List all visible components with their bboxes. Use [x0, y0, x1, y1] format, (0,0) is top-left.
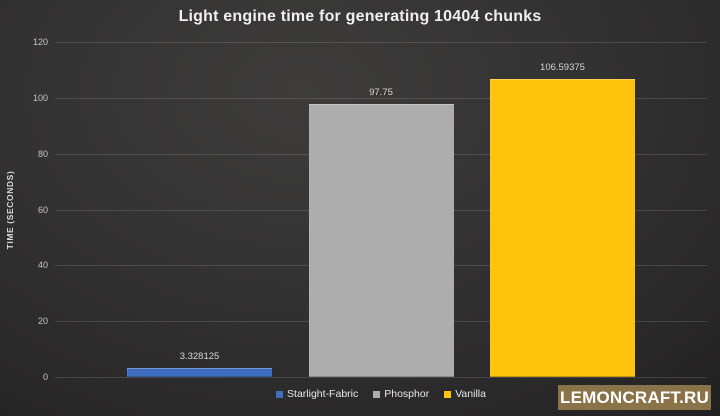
legend-swatch-icon — [276, 390, 284, 398]
legend-item-label: Starlight-Fabric — [287, 388, 359, 400]
gridline-100 — [55, 97, 707, 99]
plot-area: 3.328125 97.75 106.59375 — [55, 42, 707, 378]
bar-value-label-starlight-fabric: 3.328125 — [179, 350, 220, 362]
y-tick-label-80: 80 — [37, 148, 48, 159]
bar-vanilla — [490, 79, 635, 377]
watermark-lemoncraft: LEMONCRAFT.RU — [558, 385, 711, 410]
gridline-120 — [55, 42, 707, 43]
legend-item-phosphor: Phosphor — [373, 388, 429, 400]
legend-swatch-icon — [444, 390, 452, 398]
chart-title: Light engine time for generating 10404 c… — [178, 8, 542, 25]
y-tick-label-40: 40 — [37, 260, 48, 271]
y-tick-label-20: 20 — [37, 316, 48, 327]
chart-legend: Starlight-Fabric Phosphor Vanilla — [55, 388, 707, 400]
legend-item-starlight-fabric: Starlight-Fabric — [276, 388, 358, 400]
y-tick-label-120: 120 — [32, 37, 48, 47]
legend-item-label: Vanilla — [455, 388, 486, 400]
legend-item-vanilla: Vanilla — [444, 388, 486, 400]
y-tick-label-100: 100 — [32, 92, 48, 103]
legend-swatch-icon — [373, 390, 381, 398]
bar-phosphor — [308, 104, 454, 377]
gridline-0 — [55, 377, 707, 378]
legend-item-label: Phosphor — [384, 388, 430, 400]
bar-value-label-phosphor: 97.75 — [369, 87, 393, 99]
y-tick-label-60: 60 — [37, 204, 48, 215]
bar-starlight-fabric — [127, 367, 272, 377]
bar-value-label-vanilla: 106.59375 — [540, 62, 585, 74]
y-tick-label-0: 0 — [42, 372, 48, 382]
